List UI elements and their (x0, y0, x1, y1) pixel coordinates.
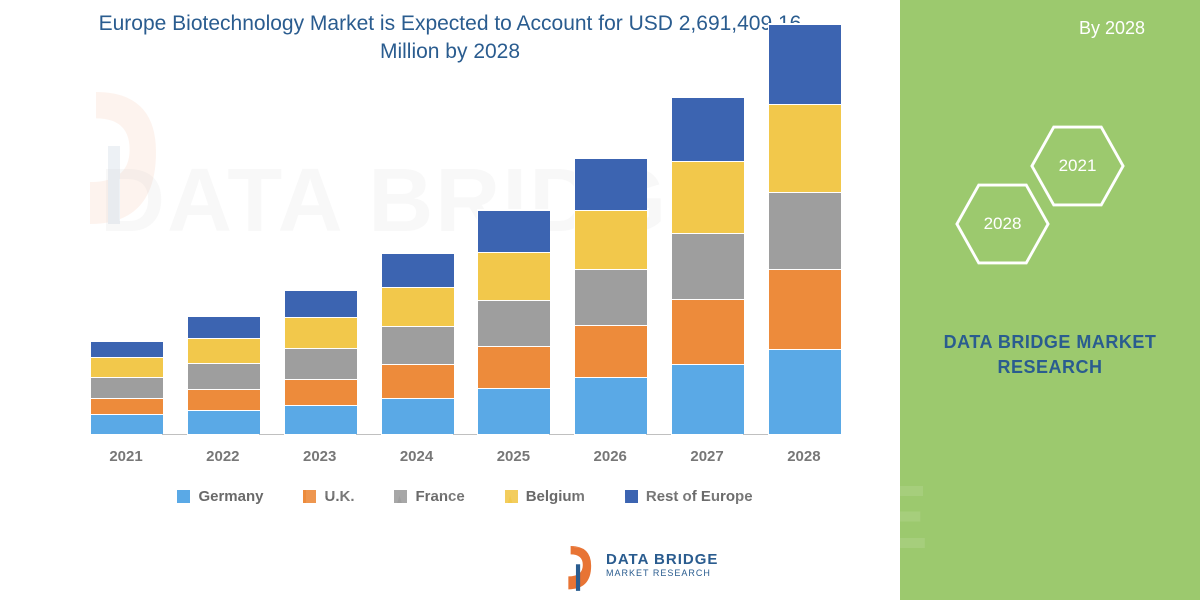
bar-group (671, 96, 743, 435)
bar-segment (188, 363, 260, 389)
bar-segment (91, 377, 163, 398)
legend-label: Rest of Europe (646, 488, 753, 505)
bar-segment (769, 192, 841, 269)
legend-label: U.K. (324, 488, 354, 505)
hex-label-2028: 2028 (984, 214, 1022, 234)
x-axis-label: 2021 (90, 448, 162, 465)
bar-segment (188, 338, 260, 363)
bar-segment (478, 210, 550, 252)
bar-stack (574, 157, 646, 435)
bar-segment (478, 346, 550, 388)
bar-segment (188, 389, 260, 410)
logo-text-line1: DATA BRIDGE (606, 551, 718, 568)
x-axis-label: 2026 (574, 448, 646, 465)
bar-segment (575, 158, 647, 210)
left-panel: Europe Biotechnology Market is Expected … (0, 0, 900, 600)
bar-group (90, 340, 162, 435)
bar-segment (478, 252, 550, 300)
legend-swatch (303, 490, 316, 503)
bar-segment (285, 405, 357, 434)
data-bridge-logo-icon (560, 543, 598, 585)
legend-label: Belgium (526, 488, 585, 505)
x-axis-labels: 2021 2022 2023 2024 2025 2026 2027 2028 (80, 448, 850, 465)
legend-swatch (394, 490, 407, 503)
bar-group (187, 315, 259, 435)
bar-segment (769, 24, 841, 104)
bar-segment (769, 269, 841, 349)
legend-swatch (625, 490, 638, 503)
bar-segment (382, 364, 454, 398)
bar-group (768, 23, 840, 435)
bar-segment (575, 269, 647, 325)
bar-group (574, 157, 646, 435)
bar-segment (382, 398, 454, 434)
bar-segment (575, 325, 647, 377)
bar-group (284, 289, 356, 435)
right-brand-line1: DATA BRIDGE MARKET (900, 330, 1200, 355)
bar-segment (672, 233, 744, 299)
bar-segment (91, 414, 163, 434)
bar-segment (91, 357, 163, 377)
bar-segment (478, 300, 550, 346)
logo-text-line2: MARKET RESEARCH (606, 568, 718, 578)
hex-2028: 2028 (955, 183, 1050, 265)
bar-segment (91, 341, 163, 357)
bar-group (381, 252, 453, 435)
logo-text: DATA BRIDGE MARKET RESEARCH (606, 551, 718, 578)
legend-label: Germany (198, 488, 263, 505)
bar-segment (672, 97, 744, 161)
legend-item: France (394, 488, 464, 505)
x-axis-label: 2022 (187, 448, 259, 465)
x-axis-label: 2027 (671, 448, 743, 465)
chart-title: Europe Biotechnology Market is Expected … (0, 0, 900, 67)
bar-segment (91, 398, 163, 414)
bar-segment (188, 316, 260, 338)
x-axis-label: 2024 (381, 448, 453, 465)
bar-stack (768, 23, 840, 435)
bar-segment (382, 326, 454, 364)
x-axis-label: 2025 (477, 448, 549, 465)
right-brand-text: DATA BRIDGE MARKET RESEARCH (900, 330, 1200, 380)
bar-stack (284, 289, 356, 435)
bar-stack (477, 209, 549, 435)
chart-legend: Germany U.K. France Belgium Rest of Europe (80, 488, 850, 505)
legend-item: U.K. (303, 488, 354, 505)
hex-label-2021: 2021 (1059, 156, 1097, 176)
bar-group (477, 209, 549, 435)
legend-item: Rest of Europe (625, 488, 753, 505)
bar-segment (382, 253, 454, 287)
bar-segment (188, 410, 260, 434)
right-brand-line2: RESEARCH (900, 355, 1200, 380)
bar-segment (478, 388, 550, 434)
bar-segment (575, 210, 647, 269)
bar-stack (671, 96, 743, 435)
right-panel: By 2028 2021 2028 DATA BRIDGE MARKET RES… (900, 0, 1200, 600)
bar-stack (187, 315, 259, 435)
hex-group: 2021 2028 (940, 125, 1170, 305)
bar-segment (285, 348, 357, 379)
legend-item: Belgium (505, 488, 585, 505)
bar-segment (382, 287, 454, 326)
chart-area: 2021 2022 2023 2024 2025 2026 2027 2028 (80, 95, 850, 465)
bar-stack (90, 340, 162, 435)
bar-segment (672, 161, 744, 233)
bar-segment (769, 104, 841, 192)
legend-label: France (415, 488, 464, 505)
bar-segment (285, 379, 357, 405)
bar-segment (672, 364, 744, 434)
bar-segment (285, 317, 357, 348)
by-year-label: By 2028 (1079, 18, 1145, 39)
bars-container (80, 95, 850, 435)
x-axis-label: 2028 (768, 448, 840, 465)
bar-segment (769, 349, 841, 434)
bar-segment (672, 299, 744, 364)
bar-stack (381, 252, 453, 435)
legend-swatch (505, 490, 518, 503)
bar-segment (575, 377, 647, 434)
bottom-logo: DATA BRIDGE MARKET RESEARCH (560, 543, 718, 585)
bar-segment (285, 290, 357, 317)
legend-item: Germany (177, 488, 263, 505)
x-axis-label: 2023 (284, 448, 356, 465)
legend-swatch (177, 490, 190, 503)
